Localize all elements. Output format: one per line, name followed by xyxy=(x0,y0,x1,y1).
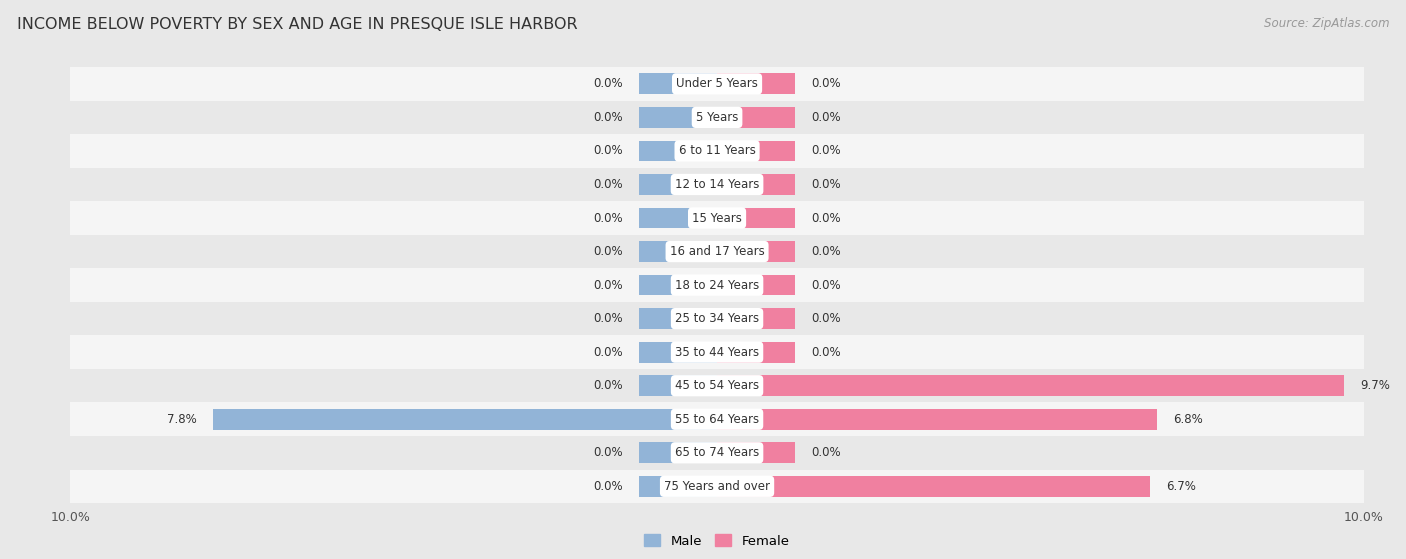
Text: 0.0%: 0.0% xyxy=(593,446,623,459)
Text: 16 and 17 Years: 16 and 17 Years xyxy=(669,245,765,258)
Text: 15 Years: 15 Years xyxy=(692,211,742,225)
Text: 12 to 14 Years: 12 to 14 Years xyxy=(675,178,759,191)
Text: 0.0%: 0.0% xyxy=(593,345,623,359)
Bar xyxy=(640,73,717,94)
Text: 0.0%: 0.0% xyxy=(811,144,841,158)
Text: 0.0%: 0.0% xyxy=(593,480,623,493)
Bar xyxy=(717,107,794,128)
Bar xyxy=(717,140,794,162)
Bar xyxy=(70,67,1364,101)
Text: 35 to 44 Years: 35 to 44 Years xyxy=(675,345,759,359)
Bar xyxy=(717,207,794,229)
Text: 45 to 54 Years: 45 to 54 Years xyxy=(675,379,759,392)
Text: INCOME BELOW POVERTY BY SEX AND AGE IN PRESQUE ISLE HARBOR: INCOME BELOW POVERTY BY SEX AND AGE IN P… xyxy=(17,17,578,32)
Text: 0.0%: 0.0% xyxy=(593,111,623,124)
Bar xyxy=(640,442,717,463)
Bar xyxy=(717,73,794,94)
Bar xyxy=(70,335,1364,369)
Text: 0.0%: 0.0% xyxy=(593,211,623,225)
Text: 5 Years: 5 Years xyxy=(696,111,738,124)
Bar xyxy=(70,168,1364,201)
Bar xyxy=(70,302,1364,335)
Text: 0.0%: 0.0% xyxy=(811,111,841,124)
Text: 65 to 74 Years: 65 to 74 Years xyxy=(675,446,759,459)
Bar xyxy=(640,207,717,229)
Bar xyxy=(717,342,794,363)
Bar xyxy=(640,274,717,296)
Bar xyxy=(717,308,794,329)
Text: 0.0%: 0.0% xyxy=(811,345,841,359)
Bar xyxy=(70,369,1364,402)
Text: 6.8%: 6.8% xyxy=(1173,413,1202,426)
Text: 0.0%: 0.0% xyxy=(593,77,623,91)
Bar xyxy=(640,107,717,128)
Text: 0.0%: 0.0% xyxy=(811,77,841,91)
Text: 6 to 11 Years: 6 to 11 Years xyxy=(679,144,755,158)
Text: 0.0%: 0.0% xyxy=(811,312,841,325)
Text: 0.0%: 0.0% xyxy=(811,278,841,292)
Text: 6.7%: 6.7% xyxy=(1167,480,1197,493)
Bar xyxy=(70,235,1364,268)
Bar xyxy=(70,470,1364,503)
Bar xyxy=(70,268,1364,302)
Bar xyxy=(70,134,1364,168)
Bar xyxy=(70,436,1364,470)
Bar xyxy=(717,442,794,463)
Text: Source: ZipAtlas.com: Source: ZipAtlas.com xyxy=(1264,17,1389,30)
Text: 7.8%: 7.8% xyxy=(167,413,197,426)
Text: 0.0%: 0.0% xyxy=(593,178,623,191)
Legend: Male, Female: Male, Female xyxy=(640,529,794,553)
Text: 9.7%: 9.7% xyxy=(1361,379,1391,392)
Bar xyxy=(717,274,794,296)
Bar xyxy=(717,174,794,195)
Text: Under 5 Years: Under 5 Years xyxy=(676,77,758,91)
Bar xyxy=(640,140,717,162)
Bar xyxy=(717,241,794,262)
Bar xyxy=(70,402,1364,436)
Text: 0.0%: 0.0% xyxy=(593,144,623,158)
Text: 55 to 64 Years: 55 to 64 Years xyxy=(675,413,759,426)
Bar xyxy=(717,375,1344,396)
Bar xyxy=(717,476,1150,497)
Bar xyxy=(717,409,1157,430)
Text: 0.0%: 0.0% xyxy=(593,312,623,325)
Bar xyxy=(640,174,717,195)
Text: 25 to 34 Years: 25 to 34 Years xyxy=(675,312,759,325)
Text: 0.0%: 0.0% xyxy=(811,211,841,225)
Bar xyxy=(640,342,717,363)
Bar xyxy=(70,201,1364,235)
Bar xyxy=(70,101,1364,134)
Bar xyxy=(212,409,717,430)
Text: 0.0%: 0.0% xyxy=(811,245,841,258)
Text: 0.0%: 0.0% xyxy=(811,178,841,191)
Text: 0.0%: 0.0% xyxy=(593,379,623,392)
Bar xyxy=(640,375,717,396)
Bar xyxy=(640,308,717,329)
Text: 0.0%: 0.0% xyxy=(593,278,623,292)
Text: 0.0%: 0.0% xyxy=(811,446,841,459)
Text: 75 Years and over: 75 Years and over xyxy=(664,480,770,493)
Bar xyxy=(640,476,717,497)
Text: 18 to 24 Years: 18 to 24 Years xyxy=(675,278,759,292)
Bar xyxy=(640,241,717,262)
Text: 0.0%: 0.0% xyxy=(593,245,623,258)
